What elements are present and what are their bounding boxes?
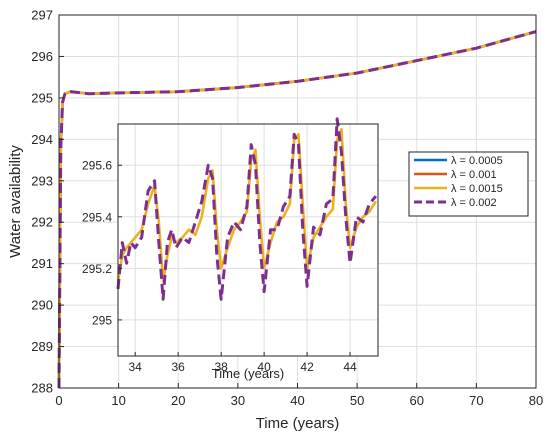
inset-series-line-1 xyxy=(116,127,377,283)
main-x-tick-label: 30 xyxy=(231,393,245,408)
main-y-axis-label: Water availability xyxy=(7,145,24,258)
main-y-tick-label: 294 xyxy=(31,132,53,147)
inset-y-ticks: 295 295.2 295.4 295.6 xyxy=(82,159,122,327)
main-y-tick-label: 292 xyxy=(31,215,53,230)
inset-x-ticks: 34 36 38 40 42 44 xyxy=(129,352,357,374)
main-x-tick-label: 0 xyxy=(55,393,62,408)
inset-x-tick-label: 38 xyxy=(214,360,228,374)
legend-label-2: λ = 0.001 xyxy=(451,169,497,181)
inset-x-tick-label: 40 xyxy=(257,360,271,374)
inset-x-tick-label: 34 xyxy=(129,360,143,374)
main-y-tick-label: 297 xyxy=(31,8,53,23)
inset-y-tick-label: 295.4 xyxy=(82,210,112,224)
main-x-tick-label: 50 xyxy=(350,393,364,408)
inset-y-tick-label: 295.2 xyxy=(82,262,112,276)
main-x-axis-label: Time (years) xyxy=(256,415,340,432)
main-x-tick-label: 40 xyxy=(290,393,304,408)
main-y-tick-label: 288 xyxy=(31,381,53,396)
main-series-group xyxy=(57,30,537,389)
legend-label-1: λ = 0.0005 xyxy=(451,155,503,167)
main-y-tick-label: 291 xyxy=(31,256,53,271)
inset-plot: 34 36 38 40 42 44 295 295.2 295.4 295.6 Time (ye… xyxy=(82,117,379,381)
inset-y-tick-label: 295 xyxy=(92,313,112,327)
main-y-tick-label: 293 xyxy=(31,173,53,188)
legend-label-3: λ = 0.0015 xyxy=(451,183,503,195)
main-x-ticks: 0 10 20 30 40 50 60 70 80 xyxy=(55,383,543,408)
inset-x-tick-label: 42 xyxy=(300,360,314,374)
main-x-tick-label: 70 xyxy=(469,393,483,408)
inset-y-tick-label: 295.6 xyxy=(82,159,112,173)
main-x-tick-label: 10 xyxy=(111,393,125,408)
main-y-tick-label: 296 xyxy=(31,49,53,64)
main-series-line-4 xyxy=(57,30,537,389)
main-x-tick-label: 20 xyxy=(171,393,185,408)
inset-series-group xyxy=(116,117,378,301)
inset-x-tick-label: 36 xyxy=(171,360,185,374)
inset-series-line-2 xyxy=(116,117,378,301)
inset-x-axis-label: Time (years) xyxy=(212,366,284,381)
main-y-tick-label: 290 xyxy=(31,298,53,313)
main-x-tick-label: 60 xyxy=(410,393,424,408)
inset-grid xyxy=(118,124,378,356)
main-y-tick-label: 289 xyxy=(31,339,53,354)
main-y-ticks: 288 289 290 291 292 293 294 295 296 297 xyxy=(31,8,64,396)
legend-label-4: λ = 0.002 xyxy=(451,197,497,209)
main-y-tick-label: 295 xyxy=(31,90,53,105)
main-x-tick-label: 80 xyxy=(529,393,543,408)
legend: λ = 0.0005 λ = 0.001 λ = 0.0015 λ = 0.002 xyxy=(408,151,529,217)
inset-x-tick-label: 44 xyxy=(343,360,357,374)
